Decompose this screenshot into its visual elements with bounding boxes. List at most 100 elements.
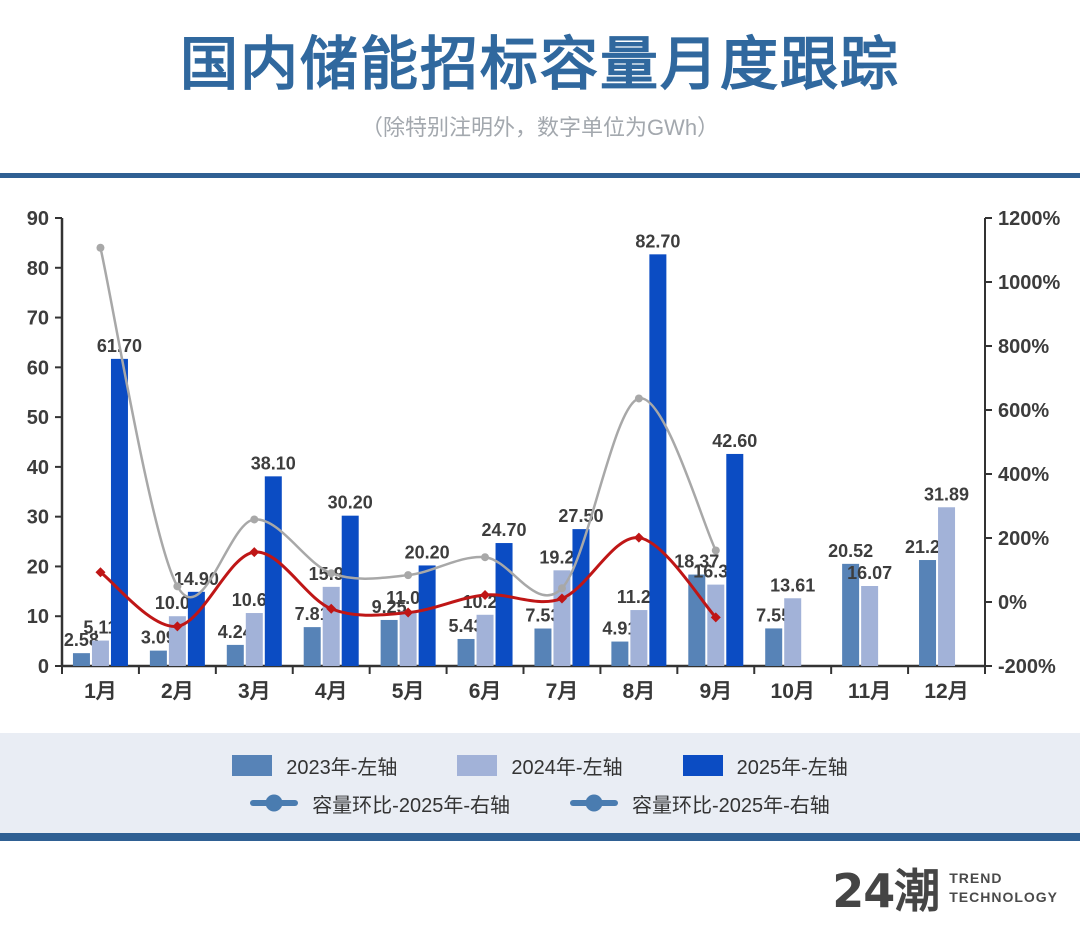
bar-value-label-2025年-左轴-3月: 38.10 bbox=[251, 453, 296, 473]
bar-value-label-2025年-左轴-5月: 20.20 bbox=[405, 542, 450, 562]
line-marker-circle bbox=[327, 569, 336, 578]
legend-item-bar-1: 2024年-左轴 bbox=[457, 751, 623, 780]
legend-label: 2025年-左轴 bbox=[736, 756, 848, 779]
bar-value-label-2023年-左轴-8月: 4.91 bbox=[602, 619, 637, 639]
x-axis-category-label: 9月 bbox=[699, 680, 732, 703]
bar-value-label-2024年-左轴-1月: 5.11 bbox=[83, 618, 117, 638]
legend-line-marker-icon bbox=[570, 794, 618, 812]
line-marker-circle bbox=[96, 243, 105, 252]
bar-2025年-左轴-3月 bbox=[264, 476, 282, 666]
bar-2024年-左轴-9月 bbox=[707, 584, 725, 666]
line-marker-circle bbox=[173, 582, 182, 591]
line-marker-diamond bbox=[403, 607, 414, 618]
right-axis-tick-label: 0% bbox=[998, 592, 1027, 614]
left-axis-tick-label: 60 bbox=[27, 357, 49, 379]
line-marker-diamond bbox=[710, 612, 721, 623]
legend-row-lines: 容量环比-2025年-右轴 容量环比-2025年-右轴 bbox=[0, 787, 1080, 819]
x-axis-category-label: 4月 bbox=[315, 680, 348, 703]
x-axis-category-label: 2月 bbox=[161, 680, 194, 703]
right-axis-tick-label: 1000% bbox=[998, 272, 1060, 294]
bar-2023年-左轴-10月 bbox=[765, 628, 783, 666]
bar-2023年-左轴-1月 bbox=[72, 653, 90, 666]
bar-2023年-左轴-3月 bbox=[226, 644, 244, 666]
legend-item-bar-0: 2023年-左轴 bbox=[232, 751, 397, 780]
x-axis-category-label: 1月 bbox=[84, 680, 117, 703]
legend-swatch-icon bbox=[682, 754, 723, 776]
bar-value-label-2023年-左轴-4月: 7.81 bbox=[295, 604, 330, 624]
left-axis-tick-label: 80 bbox=[27, 258, 49, 280]
left-axis-tick-label: 20 bbox=[27, 556, 49, 578]
right-axis-tick-label: -200% bbox=[998, 656, 1056, 678]
bar-value-label-2023年-左轴-10月: 7.55 bbox=[756, 605, 791, 625]
bar-value-label-2025年-左轴-4月: 30.20 bbox=[328, 493, 373, 513]
bar-value-label-2023年-左轴-1月: 2.58 bbox=[64, 630, 99, 650]
footer: 24潮 TREND TECHNOLOGY bbox=[0, 841, 1080, 934]
bar-value-label-2023年-左轴-7月: 7.53 bbox=[525, 606, 560, 626]
bar-2024年-左轴-6月 bbox=[476, 614, 494, 666]
line-marker-circle bbox=[711, 546, 720, 555]
legend-item-line-1: 容量环比-2025年-右轴 bbox=[570, 789, 830, 818]
bar-2023年-左轴-12月 bbox=[919, 560, 937, 666]
bar-2023年-左轴-4月 bbox=[303, 627, 321, 666]
line-marker-circle bbox=[404, 571, 413, 580]
page-title: 国内储能招标容量月度跟踪 bbox=[179, 32, 900, 97]
page-subtitle: （除特别注明外，数字单位为GWh） bbox=[360, 114, 720, 140]
bar-value-label-2023年-左轴-9月: 18.37 bbox=[674, 552, 719, 572]
line-marker-diamond bbox=[556, 593, 567, 604]
x-axis-category-label: 3月 bbox=[238, 680, 271, 703]
left-axis-tick-label: 90 bbox=[27, 208, 49, 230]
bar-2025年-左轴-6月 bbox=[495, 543, 513, 666]
bar-value-label-2023年-左轴-6月: 5.43 bbox=[449, 616, 484, 636]
bar-2023年-左轴-9月 bbox=[688, 574, 706, 666]
bar-2025年-左轴-8月 bbox=[649, 254, 667, 666]
legend-label: 2024年-左轴 bbox=[511, 756, 623, 779]
bar-2025年-左轴-4月 bbox=[341, 515, 359, 666]
bar-value-label-2025年-左轴-8月: 82.70 bbox=[635, 231, 680, 251]
right-axis-tick-label: 800% bbox=[998, 336, 1049, 358]
legend-label: 容量环比-2025年-右轴 bbox=[632, 794, 830, 817]
bar-2024年-左轴-7月 bbox=[553, 570, 571, 666]
right-axis-tick-label: 1200% bbox=[998, 208, 1060, 230]
bar-value-label-2024年-左轴-12月: 31.89 bbox=[924, 484, 969, 504]
right-axis-tick-label: 400% bbox=[998, 464, 1049, 486]
left-axis-tick-label: 30 bbox=[27, 507, 49, 529]
line-marker-diamond bbox=[633, 532, 644, 543]
legend-swatch-icon bbox=[232, 754, 273, 776]
legend-dot-icon bbox=[585, 794, 603, 812]
bar-2023年-左轴-7月 bbox=[534, 628, 552, 666]
line-marker-circle bbox=[557, 584, 566, 593]
bar-2024年-左轴-1月 bbox=[91, 640, 109, 666]
brand-text: TREND TECHNOLOGY bbox=[949, 869, 1058, 905]
x-axis-category-label: 8月 bbox=[623, 680, 656, 703]
line-marker-diamond bbox=[480, 589, 491, 600]
x-axis-category-label: 7月 bbox=[546, 680, 579, 703]
bar-value-label-2023年-左轴-2月: 3.09 bbox=[141, 628, 176, 648]
legend-row-bars: 2023年-左轴 2024年-左轴 2025年-左轴 bbox=[0, 749, 1080, 781]
bar-2025年-左轴-5月 bbox=[418, 565, 436, 666]
x-axis-category-label: 11月 bbox=[848, 680, 891, 703]
brand-line-1: TREND bbox=[949, 870, 1003, 887]
bar-2024年-左轴-8月 bbox=[630, 610, 648, 666]
left-axis-tick-label: 40 bbox=[27, 457, 49, 479]
chart-area: 0 10 20 30 40 50 60 70 80 90 -200% 0% 200% 400% 600% 80… bbox=[0, 178, 1080, 733]
line-marker-diamond bbox=[95, 567, 106, 578]
bar-2024年-左轴-4月 bbox=[322, 586, 340, 666]
bar-2025年-左轴-1月 bbox=[110, 358, 128, 666]
bar-2023年-左轴-11月 bbox=[842, 563, 860, 666]
brand-logo-group: 24潮 TREND TECHNOLOGY bbox=[832, 855, 1058, 921]
bar-2023年-左轴-2月 bbox=[149, 650, 167, 666]
left-axis-tick-label: 50 bbox=[27, 407, 49, 429]
x-axis-category-label: 12月 bbox=[924, 680, 968, 703]
bar-2025年-左轴-9月 bbox=[726, 453, 744, 666]
right-axis-tick-label: 600% bbox=[998, 400, 1049, 422]
bar-value-label-2023年-左轴-11月: 20.52 bbox=[828, 541, 873, 561]
left-axis-tick-label: 10 bbox=[27, 606, 49, 628]
footer-divider-bar bbox=[0, 833, 1080, 841]
legend-section: 2023年-左轴 2024年-左轴 2025年-左轴 容量环比-2025年-右轴 容量… bbox=[0, 733, 1080, 833]
bar-value-label-2025年-左轴-9月: 42.60 bbox=[712, 431, 757, 451]
bar-value-label-2023年-左轴-5月: 9.25 bbox=[372, 597, 407, 617]
legend-label: 2023年-左轴 bbox=[286, 756, 398, 779]
x-axis-category-label: 10月 bbox=[771, 680, 815, 703]
header: 国内储能招标容量月度跟踪 （除特别注明外，数字单位为GWh） bbox=[0, 0, 1080, 173]
